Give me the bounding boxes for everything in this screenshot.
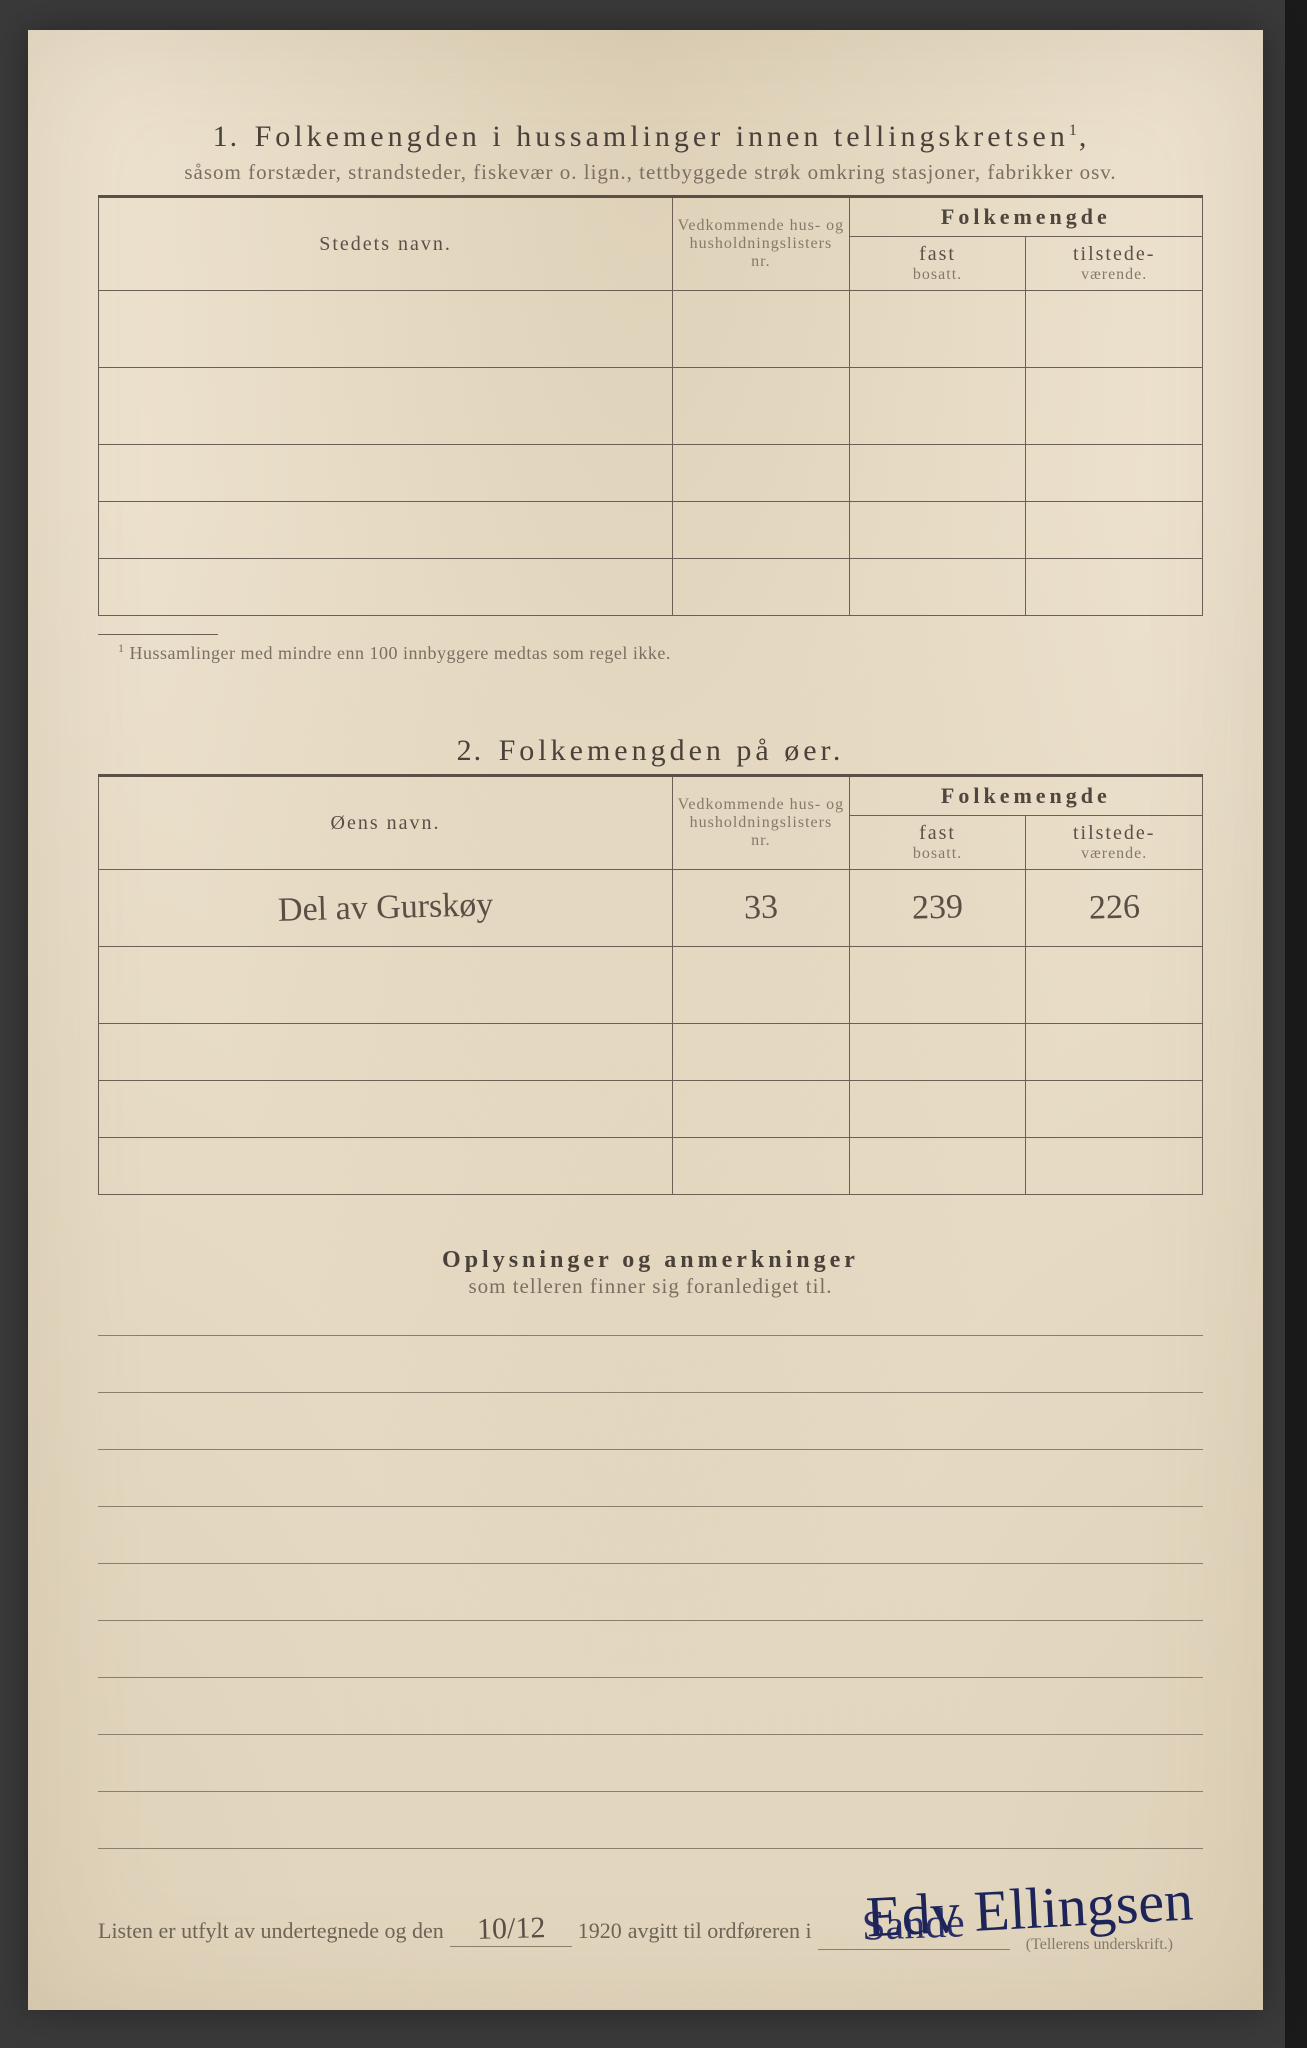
table-row <box>99 1081 1203 1138</box>
s2-header-name: Øens navn. <box>99 776 673 870</box>
section2: 2. Folkemengden på øer. Øens navn. Vedko… <box>98 734 1203 1195</box>
table-row <box>99 1024 1203 1081</box>
table-row <box>99 947 1203 1024</box>
ruled-line <box>98 1563 1203 1620</box>
content-area: 1. Folkemengden i hussamlinger innen tel… <box>28 30 1263 1889</box>
ruled-line <box>98 1734 1203 1791</box>
ruled-line <box>98 1677 1203 1734</box>
scan-edge <box>1285 0 1307 2048</box>
handwritten-fast: 239 <box>912 888 964 927</box>
footer-date-blank: 10/12 <box>450 1912 572 1947</box>
footnote-super: 1 <box>118 641 125 655</box>
table-row <box>99 368 1203 445</box>
section1-title-super: 1 <box>1069 122 1079 139</box>
section1-title: 1. Folkemengden i hussamlinger innen tel… <box>98 120 1203 154</box>
s1-header-fast: fast bosatt. <box>849 237 1026 291</box>
table-row <box>99 502 1203 559</box>
section1-subtitle: såsom forstæder, strandsteder, fiskevær … <box>98 160 1203 185</box>
handwritten-til: 226 <box>1088 888 1140 927</box>
notes-title: Oplysninger og anmerkninger <box>98 1247 1203 1274</box>
s1-header-til: tilstede- værende. <box>1026 237 1203 291</box>
ruled-line <box>98 1791 1203 1849</box>
table-row <box>99 1138 1203 1195</box>
section2-number: 2. <box>457 734 484 767</box>
s1-header-list: Vedkommende hus- og husholdningslisters … <box>673 197 850 291</box>
s1-header-group: Folkemengde <box>849 197 1202 237</box>
s1-header-name: Stedets navn. <box>99 197 673 291</box>
footer: Listen er utfylt av undertegnede og den … <box>98 1901 1203 1950</box>
s2-header-group: Folkemengde <box>849 776 1202 816</box>
table-row <box>99 291 1203 368</box>
ruled-line <box>98 1620 1203 1677</box>
s2-body: Del av Gurskøy 33 239 226 <box>99 870 1203 1195</box>
section1-footnote: 1 Hussamlinger med mindre enn 100 innbyg… <box>118 641 1203 664</box>
section1-title-text: Folkemengden i hussamlinger innen tellin… <box>255 120 1069 153</box>
section1-table: Stedets navn. Vedkommende hus- og hushol… <box>98 195 1203 616</box>
ruled-line <box>98 1335 1203 1392</box>
footnote-text: Hussamlinger med mindre enn 100 innbygge… <box>130 643 671 663</box>
paper-sheet: 1. Folkemengden i hussamlinger innen tel… <box>28 30 1263 2010</box>
table-row <box>99 445 1203 502</box>
ruled-line <box>98 1449 1203 1506</box>
section1-number: 1. <box>213 120 240 153</box>
ruled-area <box>98 1335 1203 1849</box>
s1-body <box>99 291 1203 616</box>
ruled-line <box>98 1392 1203 1449</box>
footnote-rule <box>98 634 218 635</box>
handwritten-date: 10/12 <box>476 1911 545 1947</box>
section2-title-text: Folkemengden på øer. <box>499 734 845 767</box>
footer-text-a: Listen er utfylt av undertegnede og den <box>98 1918 444 1944</box>
section2-title: 2. Folkemengden på øer. <box>98 734 1203 768</box>
notes-subtitle: som telleren finner sig foranlediget til… <box>98 1274 1203 1299</box>
footer-year: 1920 <box>578 1918 622 1944</box>
s2-header-til: tilstede- værende. <box>1026 816 1203 870</box>
s2-header-list: Vedkommende hus- og husholdningslisters … <box>673 776 850 870</box>
s2-header-fast: fast bosatt. <box>849 816 1026 870</box>
ruled-line <box>98 1506 1203 1563</box>
signature-caption: (Tellerens underskrift.) <box>1026 1936 1173 1954</box>
section2-table: Øens navn. Vedkommende hus- og husholdni… <box>98 774 1203 1195</box>
handwritten-list: 33 <box>743 889 778 928</box>
handwritten-name: Del av Gurskøy <box>277 886 493 930</box>
footer-text-b: avgitt til ordføreren i <box>628 1918 812 1944</box>
table-row <box>99 559 1203 616</box>
table-row: Del av Gurskøy 33 239 226 <box>99 870 1203 947</box>
